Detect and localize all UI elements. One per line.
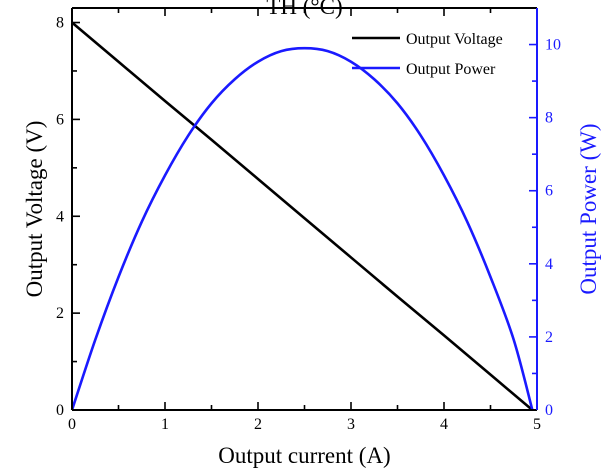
y-right-tick-label: 2 [545, 329, 553, 346]
y-right-tick-label: 10 [545, 37, 561, 54]
y-left-tick-label: 2 [56, 305, 64, 322]
output-voltage-line [71, 21, 534, 411]
y-right-tick-label: 0 [545, 402, 553, 419]
y-left-tick-label: 6 [56, 111, 64, 128]
output-power-line [70, 46, 534, 411]
legend-label: Output Power [406, 61, 496, 78]
y-right-tick-label: 6 [545, 183, 553, 200]
y-right-tick-label: 4 [545, 256, 553, 273]
x-tick-label: 3 [347, 416, 355, 433]
chart-title: TH (°C) [266, 0, 342, 19]
plot-frame [71, 7, 538, 411]
legend: Output Voltage Output Power [352, 31, 503, 78]
y-right-tick-label: 8 [545, 110, 553, 127]
y-left-tick-label: 8 [56, 15, 64, 32]
x-tick-label: 5 [533, 416, 541, 433]
x-axis-label: Output current (A) [218, 443, 390, 468]
y-right-axis-label: Output Power (W) [576, 123, 601, 294]
legend-label: Output Voltage [406, 31, 503, 48]
x-tick-label: 2 [254, 416, 262, 433]
x-tick-label: 4 [440, 416, 448, 433]
x-tick-label: 0 [68, 416, 76, 433]
x-tick-label: 1 [161, 416, 169, 433]
y-left-axis-label: Output Voltage (V) [22, 121, 47, 298]
y-left-tick-label: 0 [56, 402, 64, 419]
series-layer [70, 21, 534, 411]
y-left-tick-label: 4 [56, 208, 64, 225]
